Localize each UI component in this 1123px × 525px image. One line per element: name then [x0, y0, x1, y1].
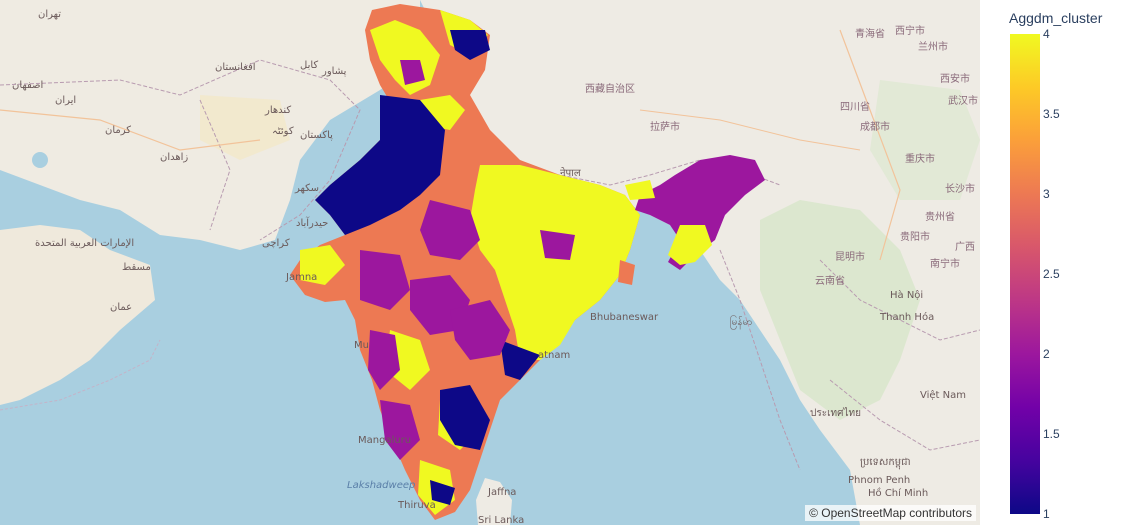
colorbar-tick-label: 2	[1043, 347, 1050, 361]
map-label-lanzhou: 兰州市	[918, 42, 948, 53]
map-label-cambodia: ប្រទេសកម្ពុជា	[860, 457, 911, 468]
map-label-xian: 西安市	[940, 74, 970, 85]
map-label-guangxi: 广西	[955, 242, 975, 253]
map-canvas[interactable]	[0, 0, 980, 525]
map-label-kandahar: کندهار	[265, 105, 292, 116]
map-label-bhubaneswar: Bhubaneswar	[590, 312, 659, 323]
map-label-thailand: ประเทศไทย	[810, 408, 861, 419]
map-label-afghanistan: افغانستان	[215, 62, 256, 73]
colorbar-tick-label: 2.5	[1043, 267, 1060, 281]
colorbar-tick-label: 1	[1043, 507, 1050, 521]
map-label-qinghai: 青海省	[855, 29, 885, 40]
map-label-lakshadweep: Lakshadweep	[347, 480, 416, 491]
map-label-kunming: 昆明市	[835, 252, 865, 263]
map-label-karachi: کراچی	[262, 238, 290, 249]
map-label-yunnan: 云南省	[815, 276, 845, 287]
map-label-quetta: کوئٹہ	[272, 126, 294, 137]
colorbar-title: Aggdm_cluster	[1009, 10, 1103, 26]
map-label-nanning: 南宁市	[930, 259, 960, 270]
map-label-thanhhoa: Thanh Hóa	[880, 312, 935, 323]
map-label-chengdu: 成都市	[860, 122, 890, 133]
colorbar-tick-label: 3	[1043, 187, 1050, 201]
map-label-jamnagar: Jamna	[286, 272, 318, 283]
colorbar-legend: Aggdm_cluster 4 3.5 3 2.5 2 1.5 1	[1000, 10, 1123, 521]
map-label-hyderabad: حیدرآباد	[296, 218, 329, 229]
map-label-vietnam: Việt Nam	[920, 390, 967, 401]
colorbar-tick-label: 1.5	[1043, 427, 1060, 441]
map-label-iran: ایران	[55, 95, 77, 106]
map-label-changsha: 长沙市	[945, 184, 975, 195]
india-cluster-layer[interactable]	[290, 4, 765, 520]
map-label-hanoi: Hà Nội	[890, 290, 924, 301]
map-label-kabul: کابل	[300, 60, 319, 71]
map-label-nepal: नेपाल	[560, 168, 581, 179]
map-label-zahedan: زاهدان	[160, 152, 189, 163]
map-view[interactable]: تهران اصفهان ایران کرمان زاهدان افغانستا…	[0, 0, 980, 525]
water-features	[0, 152, 161, 411]
map-label-tehran: تهران	[38, 9, 62, 20]
map-label-muscat: مسقط	[122, 262, 151, 273]
map-label-kerman: کرمان	[105, 125, 132, 136]
map-label-uae: الإمارات العربية المتحدة	[35, 238, 135, 249]
map-label-chongqing: 重庆市	[905, 154, 935, 165]
map-label-tibet: 西藏自治区	[585, 84, 635, 95]
colorbar-gradient	[1010, 34, 1040, 514]
colorbar-tick-label: 4	[1043, 27, 1050, 41]
map-label-phnompenh: Phnom Penh	[848, 475, 911, 486]
map-label-lhasa: 拉萨市	[650, 122, 680, 133]
map-label-peshawar: پشاور	[322, 66, 347, 77]
colorbar-tick-label: 3.5	[1043, 107, 1060, 121]
map-label-guiyang: 贵阳市	[900, 232, 930, 243]
map-label-thiruvananthapuram: Thiruva	[398, 500, 436, 511]
map-attribution[interactable]: © OpenStreetMap contributors	[805, 505, 976, 521]
map-label-mumbai: Mu	[354, 340, 369, 351]
map-label-srilanka: Sri Lanka	[478, 515, 525, 525]
map-label-wuhan: 武汉市	[948, 96, 978, 107]
map-label-sichuan: 四川省	[840, 102, 870, 113]
map-label-hcm: Hồ Chí Minh	[868, 488, 929, 499]
map-label-guizhou: 贵州省	[925, 212, 955, 223]
map-label-oman: عمان	[110, 302, 133, 313]
map-label-sukkur: سکھر	[295, 183, 320, 194]
map-label-myanmar: မြန်မာ	[730, 317, 753, 328]
map-label-isfahan: اصفهان	[12, 80, 44, 91]
map-label-xining: 西宁市	[895, 26, 925, 37]
map-label-jaffna: Jaffna	[488, 487, 517, 498]
map-label-mangaluru: Mangaluru	[358, 435, 412, 446]
map-label-pakistan: پاکستان	[300, 130, 333, 141]
map-label-visakhapatnam: atnam	[538, 350, 571, 361]
basemap-land	[0, 0, 980, 525]
